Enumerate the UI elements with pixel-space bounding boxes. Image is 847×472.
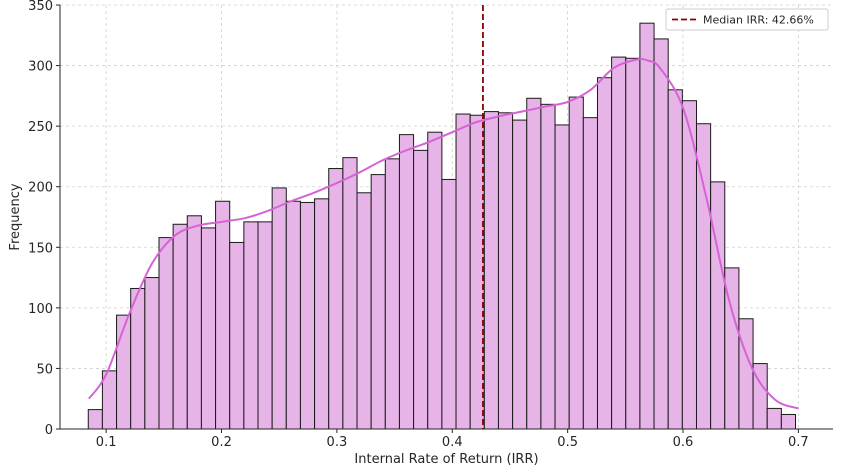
y-tick-label: 250 — [28, 120, 53, 135]
histogram-bar — [625, 57, 641, 430]
y-tick-label: 300 — [28, 60, 53, 75]
histogram-bar — [738, 318, 754, 430]
histogram-bar — [200, 227, 217, 430]
legend: Median IRR: 42.66% — [665, 8, 829, 31]
histogram-bar — [667, 89, 683, 430]
histogram-bar — [130, 287, 146, 430]
histogram-bar — [144, 277, 160, 430]
x-tick-label: 0.2 — [211, 435, 232, 450]
x-tick-label: 0.4 — [442, 435, 463, 450]
x-tick-label: 0.7 — [788, 435, 809, 450]
histogram-bar — [441, 178, 457, 430]
histogram-bar — [611, 56, 627, 430]
histogram-bar — [116, 314, 132, 430]
y-tick-label: 200 — [28, 181, 53, 196]
y-ticks: 0 50 100 150 200 250 300 350 — [28, 0, 60, 438]
histogram-bar — [356, 192, 372, 430]
x-tick-label: 0.5 — [557, 435, 578, 450]
histogram-bar — [158, 237, 174, 430]
histogram-bar — [299, 201, 316, 430]
histogram-bar — [540, 103, 556, 430]
histogram-bar — [695, 123, 712, 430]
legend-box — [665, 8, 829, 31]
histogram-bar — [342, 157, 358, 430]
histogram-bar — [512, 119, 528, 430]
histogram-bar — [384, 158, 400, 430]
histogram-bar — [243, 221, 259, 430]
y-tick-label: 50 — [36, 362, 53, 377]
histogram-bar — [554, 124, 570, 430]
histogram-bar — [596, 77, 613, 430]
histogram-bar — [328, 168, 344, 430]
y-tick-label: 350 — [28, 0, 53, 14]
x-tick-label: 0.1 — [96, 435, 117, 450]
y-axis-title: Frequency — [8, 183, 23, 250]
x-tick-label: 0.3 — [327, 435, 348, 450]
histogram-bar — [229, 241, 245, 430]
histogram-bar — [87, 409, 103, 430]
histogram-bar — [780, 413, 797, 430]
histogram-bar — [285, 200, 301, 430]
kde-curve — [88, 57, 799, 410]
histogram-bar — [215, 200, 231, 430]
histogram-bar — [455, 113, 471, 430]
histogram-bar — [370, 174, 386, 430]
histogram-bar — [398, 134, 415, 430]
histogram-bar — [427, 131, 443, 430]
legend-median-label: Median IRR: 42.66% — [703, 14, 814, 27]
histogram-bar — [257, 221, 273, 430]
x-axis-title: Internal Rate of Return (IRR) — [354, 452, 538, 467]
histogram-bar — [639, 22, 655, 430]
histogram-bar — [653, 38, 669, 430]
histogram-bar — [710, 181, 726, 430]
histogram-bar — [314, 198, 330, 430]
histogram-bar — [568, 96, 584, 430]
histogram-bar — [172, 223, 188, 430]
histogram-bar — [271, 187, 287, 430]
x-tick-label: 0.6 — [673, 435, 694, 450]
histogram-bar — [526, 97, 542, 430]
y-tick-label: 0 — [45, 423, 53, 438]
histogram-bar — [497, 112, 514, 430]
histogram-bar — [582, 117, 598, 430]
histogram-bar — [186, 215, 202, 430]
histogram-bar — [413, 149, 429, 430]
axes — [59, 5, 833, 430]
histogram-bar — [483, 111, 499, 430]
y-tick-label: 150 — [28, 241, 53, 256]
histogram-bar — [766, 407, 782, 430]
x-ticks: 0.1 0.2 0.3 0.4 0.5 0.6 0.7 — [96, 429, 809, 450]
y-tick-label: 100 — [28, 302, 53, 317]
histogram-bars — [87, 22, 797, 430]
